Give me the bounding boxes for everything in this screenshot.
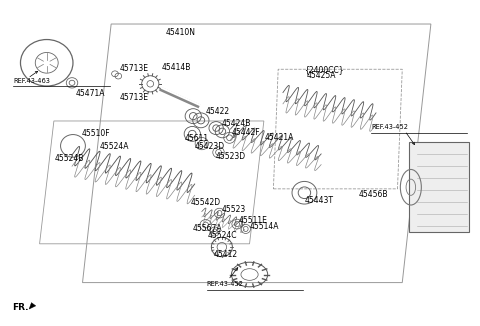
Text: REF.43-452: REF.43-452 [206,281,243,287]
Text: 45511E: 45511E [239,216,268,225]
Text: REF.43-463: REF.43-463 [13,78,50,83]
Text: 45713E: 45713E [119,93,148,102]
Text: 45611: 45611 [185,134,209,142]
Polygon shape [409,142,469,232]
Text: 45456B: 45456B [359,190,388,199]
Text: 45471A: 45471A [75,89,105,98]
Text: {2400CC}: {2400CC} [304,65,344,74]
Text: 45713E: 45713E [119,64,148,73]
Text: 45514A: 45514A [250,222,279,231]
Text: 45425A: 45425A [307,71,336,80]
Text: 45523D: 45523D [215,152,245,161]
Text: 45414B: 45414B [161,63,191,72]
Text: 45421A: 45421A [265,133,294,142]
Text: 45412: 45412 [214,250,238,259]
Text: 45410N: 45410N [165,28,195,37]
Text: 45424B: 45424B [222,119,251,128]
Text: 45442F: 45442F [231,128,260,137]
Text: 45524A: 45524A [99,142,129,151]
Text: 45423D: 45423D [195,142,225,151]
Text: 45542D: 45542D [191,198,221,207]
Text: REF.43-452: REF.43-452 [371,124,408,130]
Polygon shape [29,303,36,309]
Text: 45524C: 45524C [207,231,237,240]
Text: 45523: 45523 [222,205,246,214]
Text: 45524B: 45524B [55,154,84,163]
Text: 45443T: 45443T [304,196,334,205]
Text: FR.: FR. [12,303,28,312]
Text: 45422: 45422 [205,108,230,116]
Text: 45567A: 45567A [192,224,222,233]
Text: 45510F: 45510F [82,129,110,139]
